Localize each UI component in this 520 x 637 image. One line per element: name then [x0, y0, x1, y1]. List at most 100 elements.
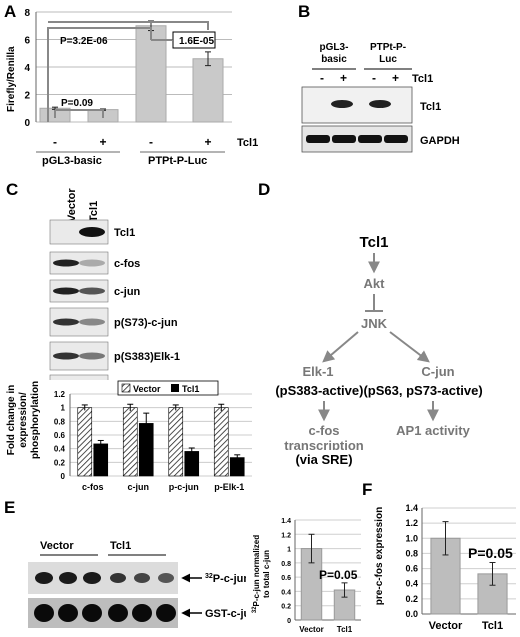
- b-band-tcl1-2: [369, 100, 391, 108]
- a-tcl1-sign: +: [99, 135, 106, 149]
- e-ytick-label: 0: [287, 618, 291, 625]
- b-group-1: pGL3- basic: [319, 42, 349, 65]
- b-band-gapdh-4: [384, 135, 408, 143]
- c-legend-swatch-tcl1: [171, 384, 179, 392]
- c-bar: [229, 457, 245, 477]
- f-ytick-label: 0.2: [405, 594, 418, 604]
- b-band-tcl1-1: [331, 100, 353, 108]
- c-row-label: GAPDH: [114, 379, 154, 380]
- b-row-gapdh: GAPDH: [420, 135, 460, 147]
- a-tcl1-sign: -: [149, 135, 153, 149]
- b-blot-tcl1: [301, 86, 413, 124]
- b-band-gapdh-2: [332, 135, 356, 143]
- panel-e-blot: 32P-c-jun GST-c-jun: [28, 554, 246, 628]
- c-row-label: c-jun: [114, 286, 141, 298]
- a-tcl1-sign: +: [204, 135, 211, 149]
- a-tcl1-label: Tcl1: [237, 137, 258, 149]
- c-band: [53, 287, 79, 295]
- e-ytick-label: 0.2: [281, 604, 291, 611]
- c-bar: [213, 407, 229, 477]
- panel-f-chart: 0.0 0.2 0.4 0.6 0.8 1.0 1.2 1.4 Vector Tcl1 pre-c…: [374, 503, 516, 632]
- panel-d-diagram: Tcl1 Akt JNK Elk-1 C-jun (pS383-active)(…: [275, 234, 482, 450]
- a-ylabel: Firefly/Renilla: [6, 46, 17, 112]
- e-band-32p-4: [110, 573, 126, 583]
- a-tcl1-sign: -: [53, 135, 57, 149]
- c-ytick-label: 0.2: [54, 458, 66, 467]
- f-ytick-label: 1.0: [405, 533, 418, 543]
- e-ytick-label: 1.2: [281, 532, 291, 539]
- panel-c-blot: Vector Tcl1 Tcl1 c-fos c-jun p(S73)-c-jun p(…: [49, 188, 180, 380]
- d-node-cfos-1: c-fos: [308, 423, 339, 438]
- c-ytick-label: 0.4: [54, 445, 66, 454]
- bracket-a-top: [48, 21, 209, 30]
- e-ytick-label: 1.4: [281, 518, 291, 525]
- d-node-cfos-3: (via SRE): [295, 452, 353, 467]
- a-ytick-label: 4: [24, 63, 30, 74]
- d-node-cjun: C-jun: [421, 364, 454, 379]
- c-bar: [168, 407, 184, 477]
- panel-label-a: A: [4, 2, 17, 21]
- bracket-a-outer: [47, 27, 152, 122]
- c-ytick-label: 1.2: [54, 390, 66, 399]
- a-pvalue-box: [172, 31, 216, 49]
- f-xtick-label: Tcl1: [482, 620, 503, 632]
- c-blot-strip: [49, 374, 109, 380]
- c-xtick-label: c-jun: [128, 482, 150, 492]
- e-ytick-label: 1: [287, 547, 291, 554]
- b-sign-3: -: [372, 71, 376, 85]
- c-band: [53, 318, 79, 326]
- panel-label-c: C: [6, 180, 19, 199]
- e-row-32p: 32P-c-jun: [205, 573, 246, 585]
- c-xtick-label: p-Elk-1: [214, 482, 244, 492]
- c-xtick-label: c-fos: [82, 482, 104, 492]
- c-legend-box: [117, 380, 219, 396]
- e-band-32p-1: [35, 572, 53, 584]
- e-band-32p-6: [158, 573, 174, 583]
- f-xtick-label: Vector: [429, 620, 463, 632]
- c-band: [79, 259, 105, 267]
- b-band-gapdh-1: [306, 135, 330, 143]
- b-tcl1-label: Tcl1: [412, 73, 433, 85]
- d-node-cfos-2: transcription: [284, 438, 364, 450]
- f-ytick-label: 1.2: [405, 518, 418, 528]
- e-band-gst-5: [132, 604, 152, 622]
- b-band-gapdh-3: [358, 135, 382, 143]
- c-ylabel-1: Fold change in: [6, 385, 17, 456]
- e-pvalue: P=0.05: [319, 568, 358, 582]
- c-legend-tcl1: Tcl1: [182, 384, 199, 394]
- c-band: [53, 259, 79, 267]
- a-pvalue-small: P=0.09: [61, 98, 93, 109]
- c-row-label: p(S73)-c-jun: [114, 317, 178, 329]
- c-bar: [184, 451, 200, 477]
- e-ytick-label: 0.8: [281, 561, 291, 568]
- c-ytick-label: 0.6: [54, 431, 66, 440]
- c-band: [79, 352, 105, 360]
- panel-label-d: D: [258, 180, 271, 199]
- f-ytick-label: 0.4: [405, 579, 418, 589]
- c-row-label: p(S383)Elk-1: [114, 351, 180, 363]
- f-ylabel: pre-c-fos expression: [374, 507, 385, 605]
- f-ytick-label: 0.8: [405, 548, 418, 558]
- c-legend-vector: Vector: [133, 384, 161, 394]
- c-bar: [93, 443, 109, 477]
- e-ylabel-1: 32P-c-jun normalized: [252, 535, 261, 613]
- c-band: [53, 352, 79, 360]
- c-ylabel-3: phosphorylation: [30, 381, 41, 459]
- panel-label-e: E: [4, 498, 16, 517]
- e-ylabel-2: to total c-jun: [262, 550, 271, 598]
- panel-a-chart: 0 2 4 6 8 P=3.2E-06 1.6E-05 P=0.09 Firefly/R…: [6, 8, 258, 167]
- c-xtick-label: p-c-jun: [169, 482, 199, 492]
- c-row-label: Tcl1: [114, 227, 135, 239]
- f-ytick-label: 0.0: [405, 609, 418, 619]
- c-lane-vector: Vector: [66, 188, 78, 222]
- e-band-gst-3: [82, 604, 102, 622]
- e-band-gst-6: [156, 604, 176, 622]
- a-bar: [135, 25, 167, 123]
- c-row-label: c-fos: [114, 258, 140, 270]
- panel-e-chart: 0 0.2 0.4 0.6 0.8 1 1.2 1.4 Vector Tcl1 32P-c-jun…: [252, 518, 361, 634]
- f-ytick-label: 1.4: [405, 503, 418, 513]
- f-ytick-label: 0.6: [405, 564, 418, 574]
- e-xtick-label: Tcl1: [337, 625, 353, 634]
- b-sign-4: +: [392, 71, 399, 85]
- a-bar: [192, 58, 224, 123]
